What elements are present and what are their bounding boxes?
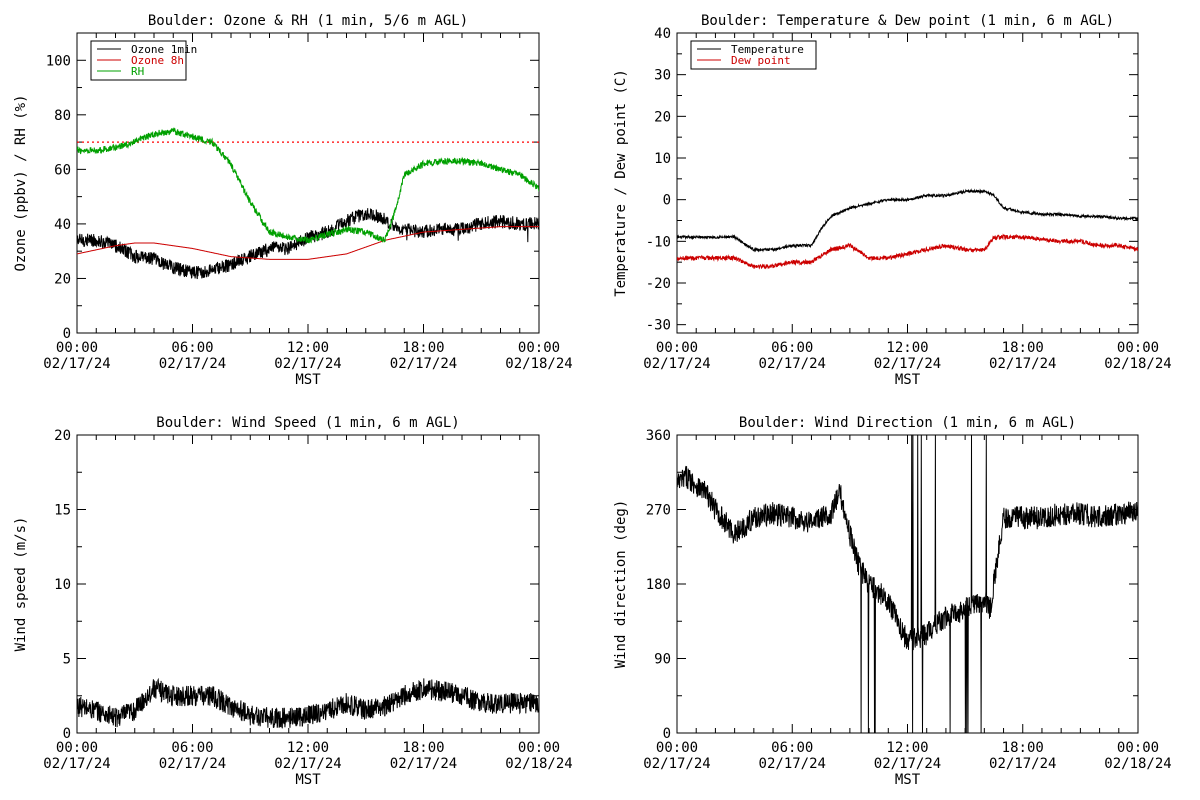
x-tick-date-label: 02/17/24 (643, 356, 710, 372)
x-tick-date-label: 02/17/24 (759, 756, 826, 772)
y-tick-label: 100 (46, 53, 71, 69)
y-tick-label: 0 (663, 193, 671, 209)
chart-title: Boulder: Wind Speed (1 min, 6 m AGL) (156, 415, 459, 431)
x-tick-label: 12:00 (886, 740, 928, 756)
x-tick-date-label: 02/18/24 (505, 356, 572, 372)
x-tick-label: 18:00 (1002, 740, 1044, 756)
series-line-dew-point (677, 233, 1138, 270)
series-line-ozone-8h (77, 226, 539, 260)
x-tick-date-label: 02/17/24 (390, 756, 457, 772)
y-tick-label: -10 (646, 234, 671, 250)
legend-label: Ozone 8h (131, 54, 184, 67)
series-line-data (677, 435, 1138, 733)
x-tick-label: 00:00 (518, 740, 560, 756)
y-axis-label: Wind speed (m/s) (13, 517, 29, 652)
x-axis-label: MST (895, 772, 921, 788)
y-tick-label: -20 (646, 276, 671, 292)
plot-frame (676, 434, 1139, 734)
x-tick-date-label: 02/17/24 (274, 756, 341, 772)
x-tick-label: 12:00 (287, 740, 329, 756)
y-tick-label: 20 (654, 109, 671, 125)
series-line-ozone-1min (77, 208, 539, 280)
y-tick-label: 60 (54, 162, 71, 178)
x-axis-label: MST (295, 772, 321, 788)
plot-frame (676, 32, 1139, 334)
y-tick-label: 40 (654, 26, 671, 42)
chart-4: Boulder: Wind Direction (1 min, 6 m AGL)… (613, 415, 1172, 788)
x-tick-label: 00:00 (656, 740, 698, 756)
x-tick-date-label: 02/18/24 (505, 756, 572, 772)
x-tick-label: 18:00 (402, 740, 444, 756)
x-tick-label: 06:00 (171, 740, 213, 756)
x-tick-date-label: 02/17/24 (643, 756, 710, 772)
y-tick-label: 30 (654, 68, 671, 84)
x-tick-date-label: 02/17/24 (874, 356, 941, 372)
x-tick-date-label: 02/17/24 (989, 756, 1056, 772)
y-tick-label: -30 (646, 318, 671, 334)
y-tick-label: 0 (63, 726, 71, 742)
x-tick-date-label: 02/17/24 (43, 356, 110, 372)
plot-frame (76, 434, 540, 734)
x-tick-label: 06:00 (771, 740, 813, 756)
chart-3: Boulder: Wind Speed (1 min, 6 m AGL) 00:0… (13, 415, 573, 788)
x-tick-label: 12:00 (287, 340, 329, 356)
series-line-data (77, 677, 539, 729)
x-tick-date-label: 02/17/24 (989, 356, 1056, 372)
y-tick-label: 80 (54, 108, 71, 124)
y-tick-label: 10 (54, 577, 71, 593)
x-tick-label: 00:00 (656, 340, 698, 356)
series-line-temperature (677, 188, 1138, 253)
y-tick-label: 270 (646, 503, 671, 519)
y-tick-label: 15 (54, 503, 71, 519)
x-tick-date-label: 02/17/24 (874, 756, 941, 772)
legend-box (690, 40, 817, 70)
legend-label: Dew point (731, 54, 791, 67)
x-tick-label: 00:00 (1117, 340, 1159, 356)
chart-title: Boulder: Wind Direction (1 min, 6 m AGL) (739, 415, 1076, 431)
y-tick-label: 0 (663, 726, 671, 742)
series-line-rh (77, 127, 539, 244)
x-tick-label: 00:00 (1117, 740, 1159, 756)
x-axis-label: MST (295, 372, 321, 388)
y-tick-label: 360 (646, 428, 671, 444)
legend-label: Ozone 1min (131, 43, 197, 56)
chart-title: Boulder: Ozone & RH (1 min, 5/6 m AGL) (148, 13, 468, 29)
x-tick-date-label: 02/17/24 (159, 356, 226, 372)
y-axis-label: Ozone (ppbv) / RH (%) (13, 94, 29, 271)
chart-2: Boulder: Temperature & Dew point (1 min,… (613, 13, 1172, 388)
y-tick-label: 20 (54, 271, 71, 287)
legend-label: Temperature (731, 43, 804, 56)
x-tick-date-label: 02/17/24 (274, 356, 341, 372)
x-tick-date-label: 02/17/24 (43, 756, 110, 772)
x-tick-date-label: 02/17/24 (159, 756, 226, 772)
x-tick-label: 18:00 (1002, 340, 1044, 356)
legend-label: RH (131, 65, 144, 78)
y-axis-label: Wind direction (deg) (613, 500, 629, 669)
y-tick-label: 90 (654, 652, 671, 668)
y-tick-label: 0 (63, 326, 71, 342)
y-tick-label: 5 (63, 652, 71, 668)
x-tick-label: 12:00 (886, 340, 928, 356)
x-tick-label: 18:00 (402, 340, 444, 356)
x-tick-label: 06:00 (771, 340, 813, 356)
x-tick-date-label: 02/17/24 (759, 356, 826, 372)
y-axis-label: Temperature / Dew point (C) (613, 69, 629, 297)
chart-1: Boulder: Ozone & RH (1 min, 5/6 m AGL)00… (13, 13, 573, 388)
x-tick-date-label: 02/18/24 (1104, 356, 1171, 372)
x-tick-label: 00:00 (518, 340, 560, 356)
y-tick-label: 40 (54, 217, 71, 233)
x-tick-date-label: 02/18/24 (1104, 756, 1171, 772)
x-tick-label: 00:00 (56, 740, 98, 756)
y-tick-label: 10 (654, 151, 671, 167)
x-tick-label: 00:00 (56, 340, 98, 356)
y-tick-label: 20 (54, 428, 71, 444)
x-tick-date-label: 02/17/24 (390, 356, 457, 372)
x-tick-label: 06:00 (171, 340, 213, 356)
y-tick-label: 180 (646, 577, 671, 593)
x-axis-label: MST (895, 372, 921, 388)
chart-title: Boulder: Temperature & Dew point (1 min,… (701, 13, 1114, 29)
